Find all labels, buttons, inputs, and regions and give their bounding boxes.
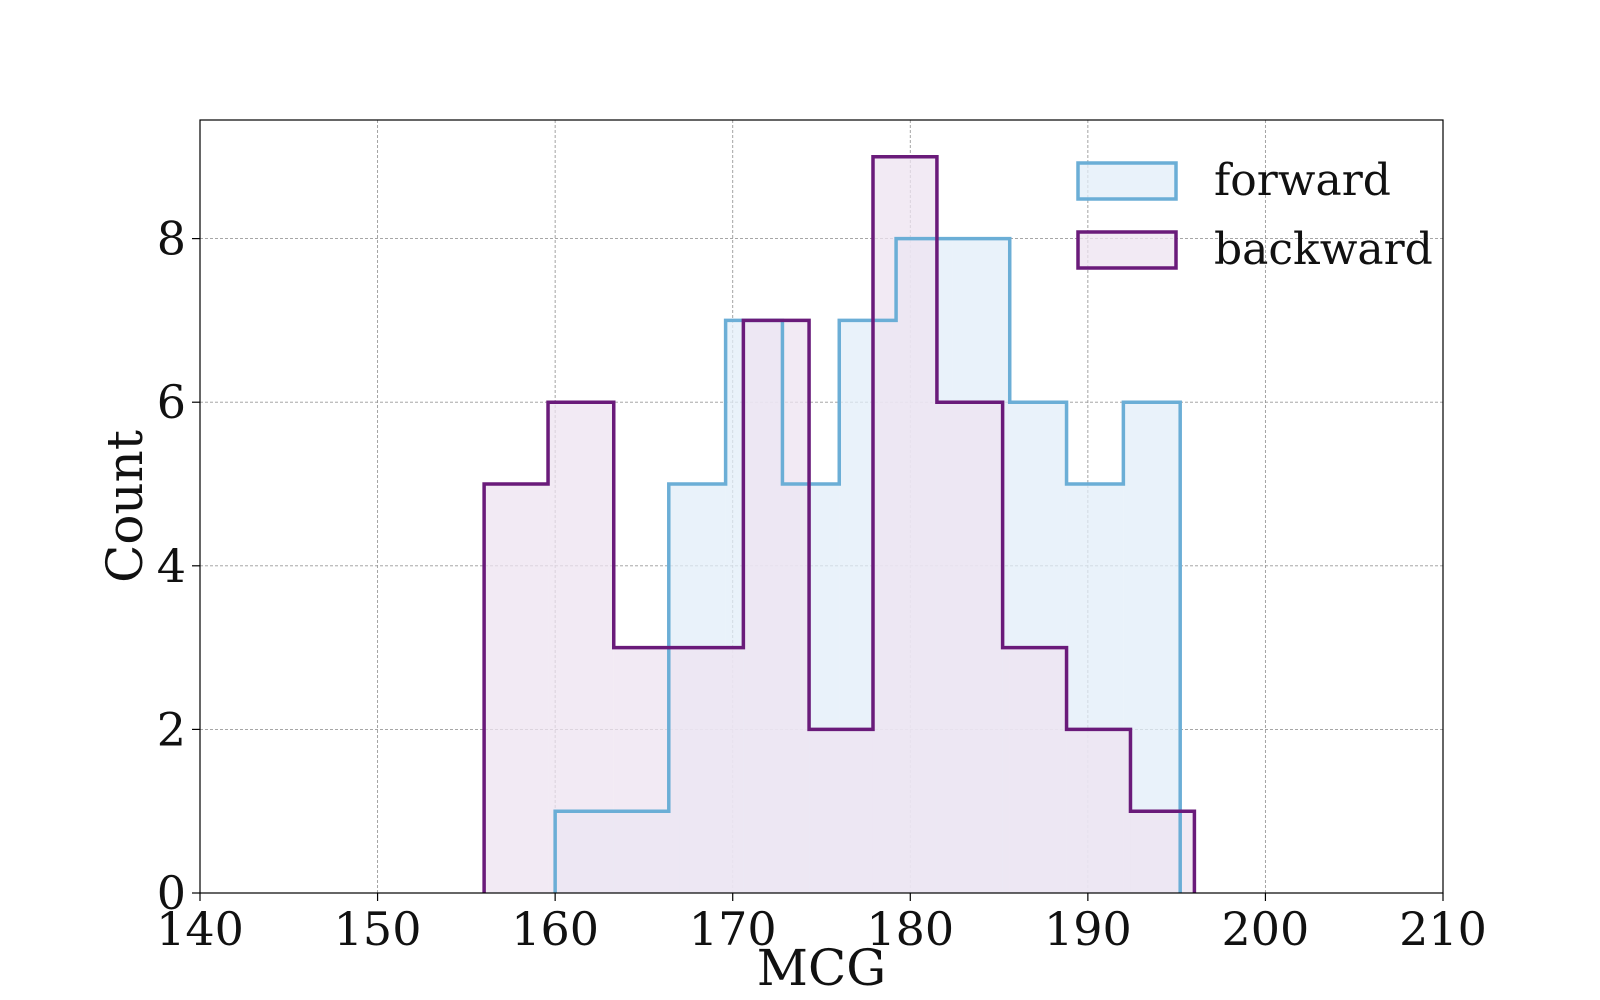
y-tick-label: 8 xyxy=(157,212,186,266)
line-layer xyxy=(482,155,1197,893)
backward-bar xyxy=(548,402,614,893)
backward-bar xyxy=(1002,647,1067,893)
backward-bar xyxy=(872,156,937,894)
legend-swatch-backward xyxy=(1076,230,1178,270)
backward-bar xyxy=(743,320,810,893)
backward-bar xyxy=(1130,811,1195,893)
x-tick-label: 190 xyxy=(1044,902,1132,956)
y-axis-title: Count xyxy=(96,430,154,583)
backward-bar xyxy=(809,729,873,893)
x-tick-label: 180 xyxy=(866,902,954,956)
backward-bar xyxy=(1066,729,1131,893)
x-tick-label: 150 xyxy=(334,902,422,956)
backward-bar xyxy=(679,647,744,893)
legend-label-forward: forward xyxy=(1214,155,1391,206)
x-axis-title: MCG xyxy=(757,939,886,997)
fill-layer xyxy=(484,156,1195,894)
backward-bar xyxy=(936,402,1003,893)
legend-swatch-forward xyxy=(1076,161,1178,201)
backward-bar xyxy=(484,484,549,893)
y-tick-label: 4 xyxy=(157,539,186,593)
plot-frame xyxy=(199,119,1444,894)
x-tick-label: 210 xyxy=(1399,902,1487,956)
tick-layer: 140 150 160 170 180 190 200 210 0 2 4 6 8 xyxy=(156,212,1487,956)
legend: forward backward xyxy=(1076,155,1433,275)
x-tick-label: 200 xyxy=(1222,902,1310,956)
x-tick-label: 140 xyxy=(156,902,244,956)
backward-step-line xyxy=(482,155,1197,893)
x-tick-label: 160 xyxy=(511,902,599,956)
y-tick-label: 0 xyxy=(157,866,186,920)
x-tick-label: 170 xyxy=(689,902,777,956)
y-tick-label: 2 xyxy=(157,702,186,756)
y-tick-label: 6 xyxy=(157,375,186,429)
legend-label-backward: backward xyxy=(1214,224,1433,275)
